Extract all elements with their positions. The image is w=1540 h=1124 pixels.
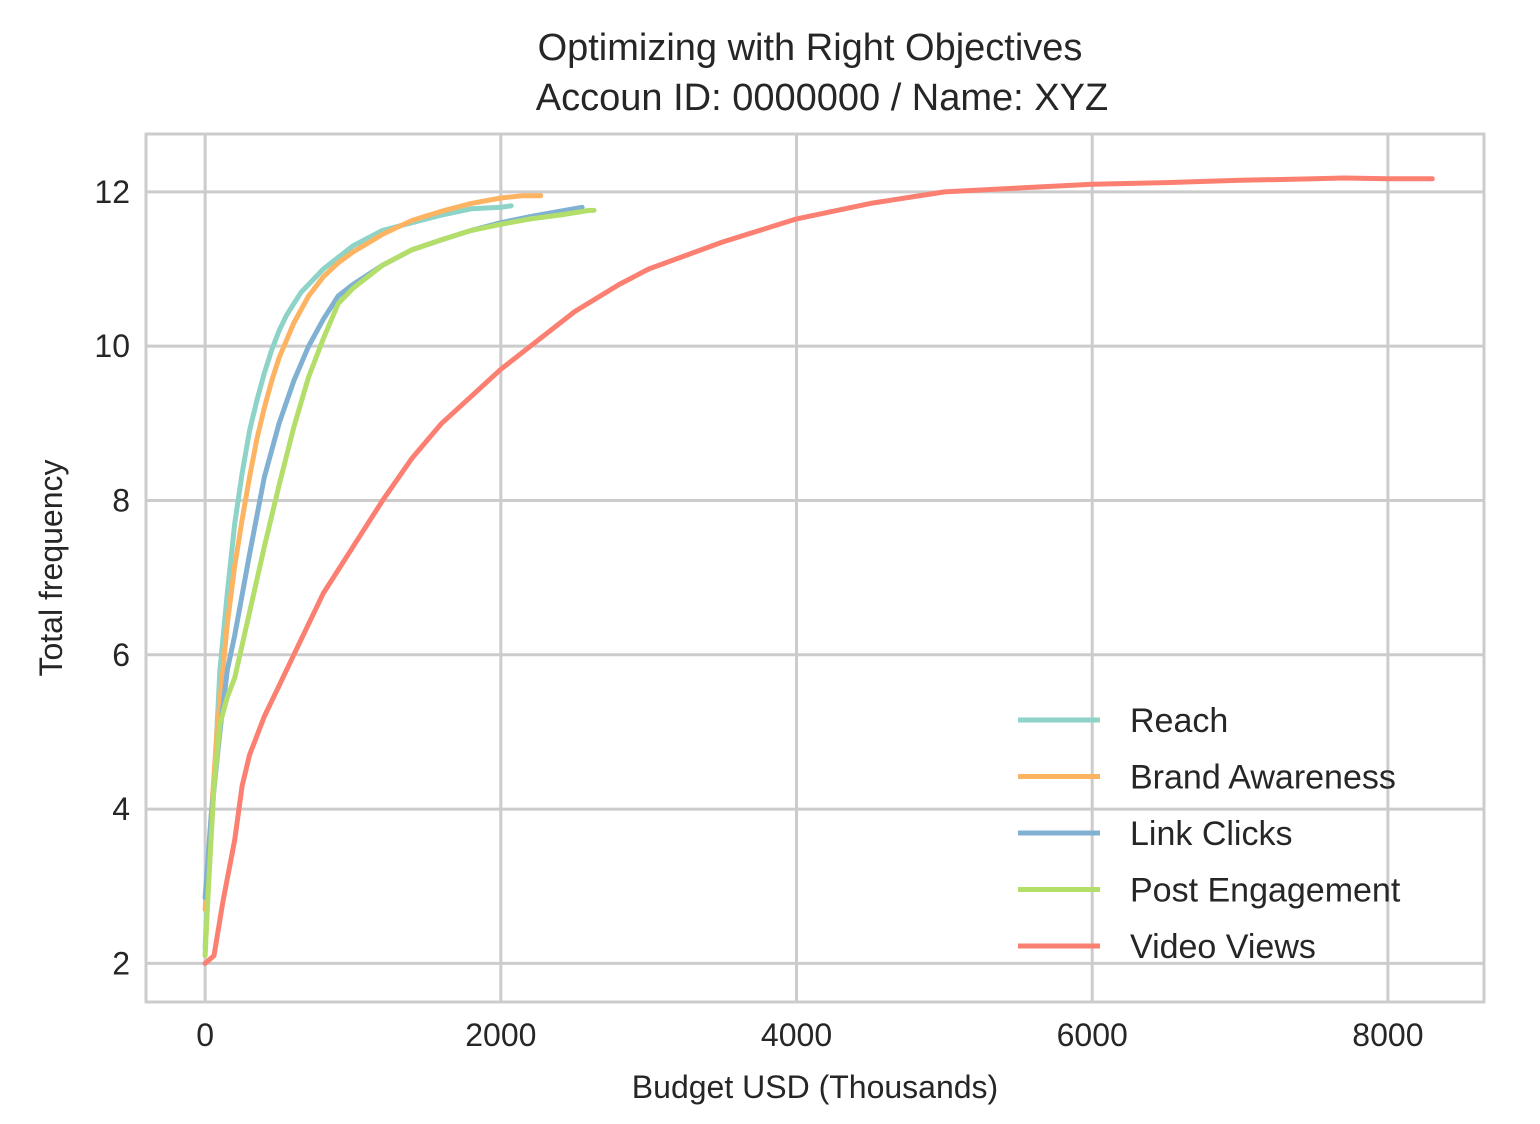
x-tick-label: 0: [196, 1017, 214, 1053]
series-line-brand-awareness: [202, 193, 544, 912]
y-tick-label: 10: [94, 328, 130, 364]
series-lines: [202, 175, 1435, 966]
legend-label: Reach: [1130, 702, 1228, 740]
y-tick-label: 8: [112, 482, 130, 518]
legend: Reach Brand Awareness Link Clicks Post Enga…: [1018, 702, 1401, 966]
grid: [146, 134, 1484, 1002]
x-tick-label: 2000: [465, 1017, 536, 1053]
series-line-post-engagement: [202, 207, 597, 959]
y-tick-label: 2: [112, 945, 130, 981]
legend-label: Link Clicks: [1130, 815, 1292, 853]
series-line-reach: [202, 203, 514, 951]
x-tick-label: 6000: [1057, 1017, 1128, 1053]
series-line-video-views: [202, 175, 1435, 966]
tick-labels: 0 2000 4000 6000 8000 2 4 6 8 10 12: [94, 174, 1423, 1053]
legend-label: Brand Awareness: [1130, 759, 1396, 797]
legend-label: Post Engagement: [1130, 872, 1401, 910]
x-tick-label: 8000: [1352, 1017, 1423, 1053]
x-tick-label: 4000: [761, 1017, 832, 1053]
y-axis-label: Total frequency: [33, 459, 69, 676]
y-tick-label: 4: [112, 791, 130, 827]
plot-frame: [144, 132, 1486, 1004]
x-axis-label: Budget USD (Thousands): [632, 1069, 998, 1105]
legend-label: Video Views: [1130, 928, 1316, 966]
y-tick-label: 12: [94, 174, 130, 210]
y-tick-label: 6: [112, 637, 130, 673]
chart-title: Optimizing with Right Objectives: [538, 27, 1083, 69]
chart-subtitle: Accoun ID: 0000000 / Name: XYZ: [536, 77, 1108, 119]
